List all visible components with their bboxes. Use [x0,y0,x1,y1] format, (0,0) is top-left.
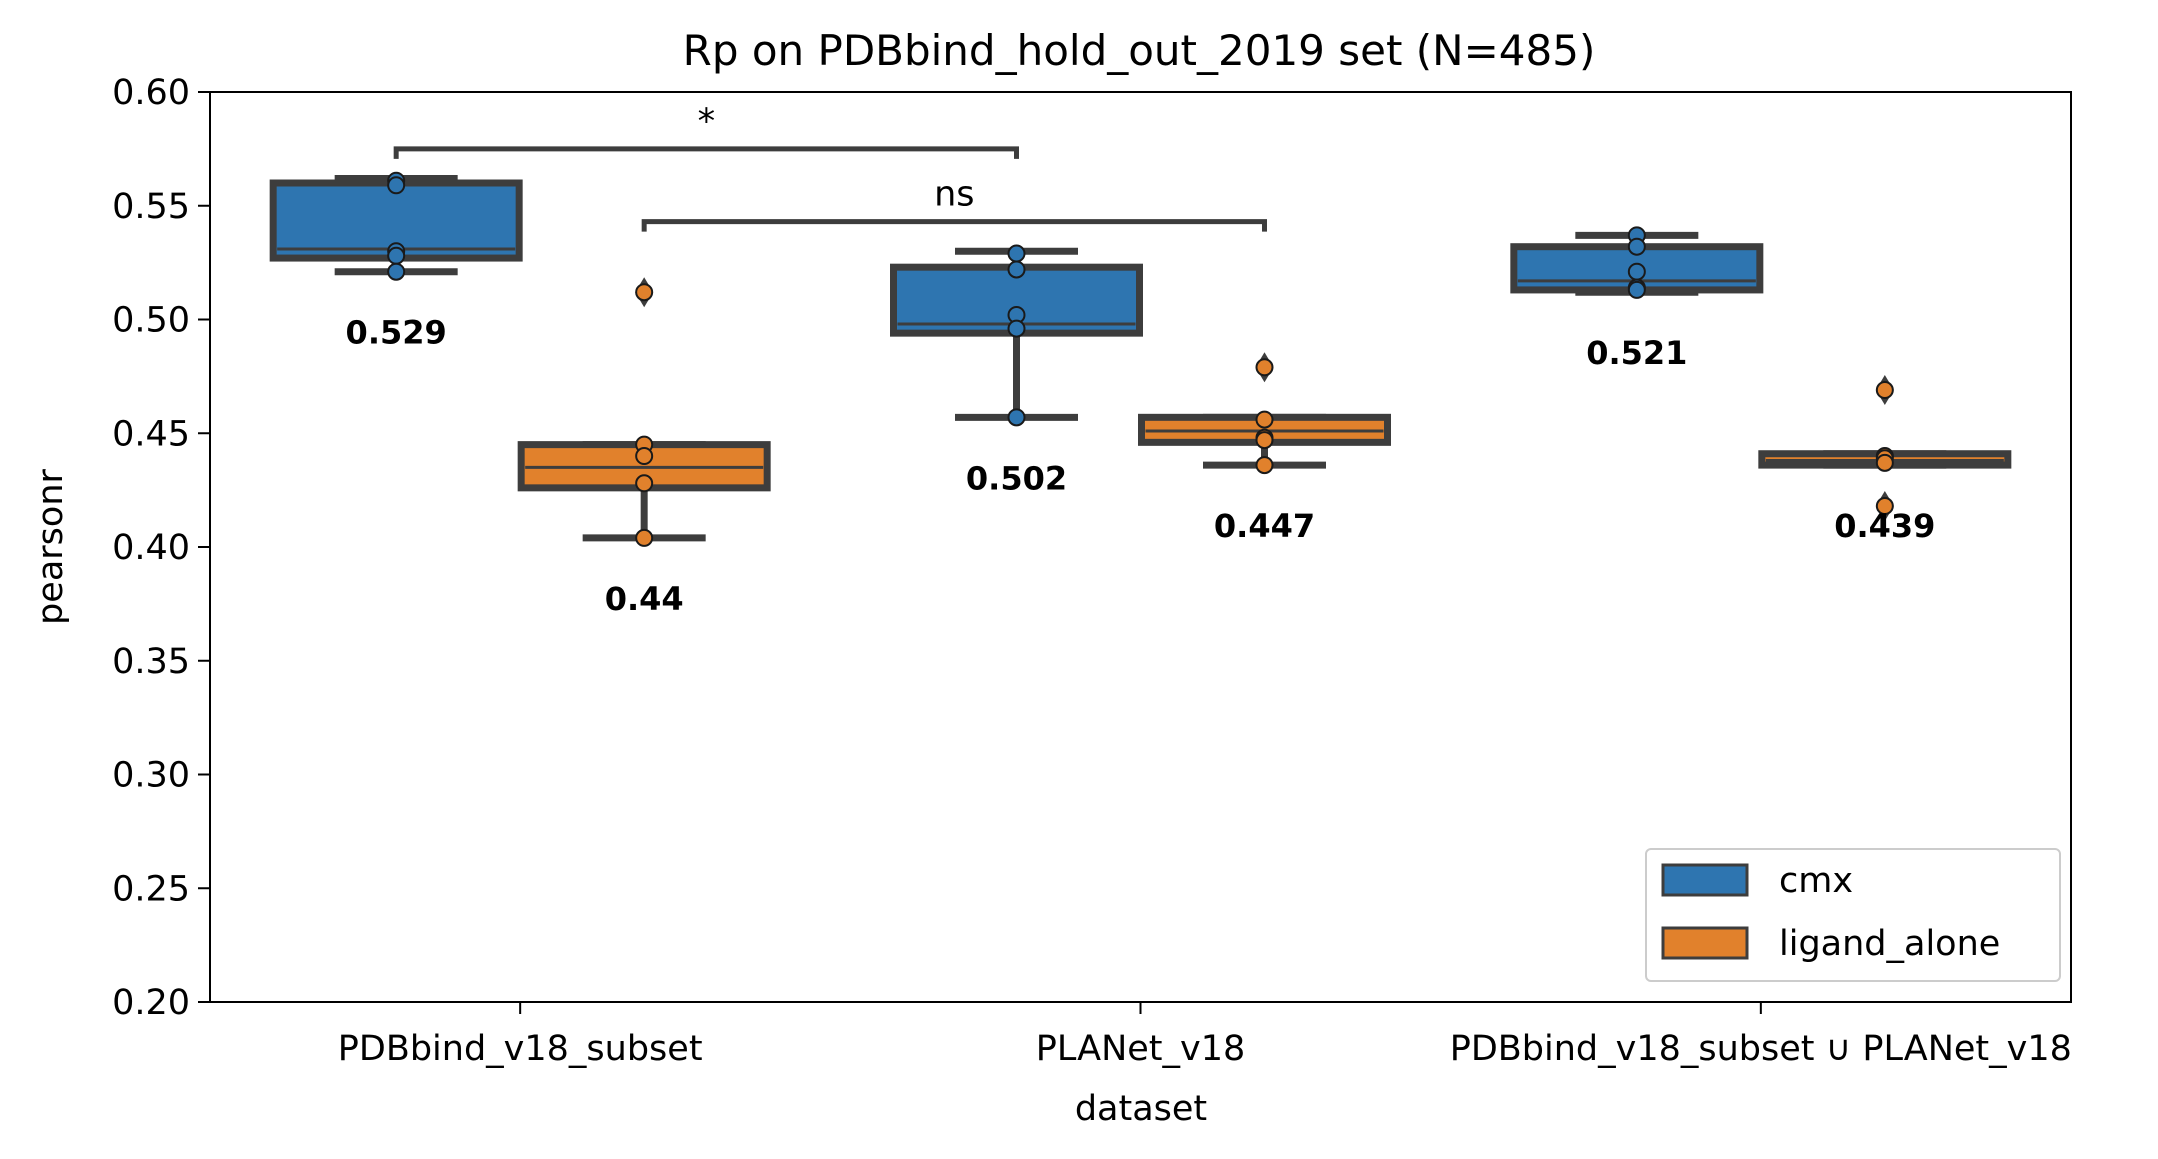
data-point [1627,280,1646,299]
chart-title: Rp on PDBbind_hold_out_2019 set (N=485) [683,26,1596,75]
y-tick-label: 0.35 [112,642,190,682]
data-point [387,176,406,195]
plot-frame [209,91,2072,1003]
outlier-point [1875,381,1894,400]
legend-swatch-cmx [1661,863,1749,897]
box-group-cmx: 0.502 [890,244,1143,497]
x-tick-label: PDBbind_v18_subset ∪ PLANet_v18 [1450,1029,2072,1069]
outlier-point [1255,358,1274,377]
y-tick-label: 0.55 [112,187,190,227]
data-point [1007,260,1026,279]
data-point [1007,319,1026,338]
median-value-label: 0.529 [346,314,447,352]
median-value-label: 0.44 [605,580,684,618]
median-value-label: 0.447 [1214,507,1315,545]
data-point [1627,237,1646,256]
data-point [635,528,654,547]
data-point [387,246,406,265]
legend: cmx ligand_alone [1645,848,2061,982]
data-point [1255,410,1274,429]
legend-label-ligand-alone: ligand_alone [1779,924,2000,964]
significance-bracket [393,146,1019,159]
legend-frame [1645,848,2061,982]
box-group-cmx: 0.529 [269,171,523,352]
data-point [1255,456,1274,475]
data-point [387,262,406,281]
data-point [1255,431,1274,450]
legend-swatch-ligand-alone [1661,926,1749,960]
box-group-ligand-alone: 0.439 [1758,375,2012,545]
data-point [1875,453,1894,472]
y-axis-label: pearsonr [31,468,71,624]
legend-label-cmx: cmx [1779,861,1853,901]
box-group-ligand-alone: 0.447 [1138,352,1391,545]
box-group-ligand-alone: 0.44 [517,277,771,618]
outlier-point [635,283,654,302]
data-point [1007,244,1026,263]
median-value-label: 0.439 [1834,507,1935,545]
x-axis-label: dataset [1075,1089,1207,1129]
outlier-point [1875,497,1894,516]
data-point [635,447,654,465]
y-tick-label: 0.40 [112,528,190,568]
plot-area: 0.20 0.25 0.30 0.35 0.40 0.45 0.50 0.55 0.60 PDBb… [112,73,2072,1069]
y-tick-label: 0.60 [112,73,190,113]
y-tick-label: 0.50 [112,301,190,341]
y-tick-label: 0.20 [112,983,190,1023]
x-tick-label: PDBbind_v18_subset [338,1029,703,1069]
y-tick-label: 0.25 [112,869,190,909]
significance-label: * [698,102,716,142]
significance-label: ns [934,175,974,215]
box-group-cmx: 0.521 [1510,226,1764,372]
y-tick-label: 0.45 [112,414,190,454]
y-tick-label: 0.30 [112,756,190,796]
median-value-label: 0.502 [966,459,1067,497]
median-value-label: 0.521 [1586,334,1687,372]
data-point [1007,408,1026,427]
significance-bracket [641,219,1267,232]
x-tick-label: PLANet_v18 [1036,1029,1246,1069]
data-point [1627,262,1646,281]
data-point [635,474,654,493]
